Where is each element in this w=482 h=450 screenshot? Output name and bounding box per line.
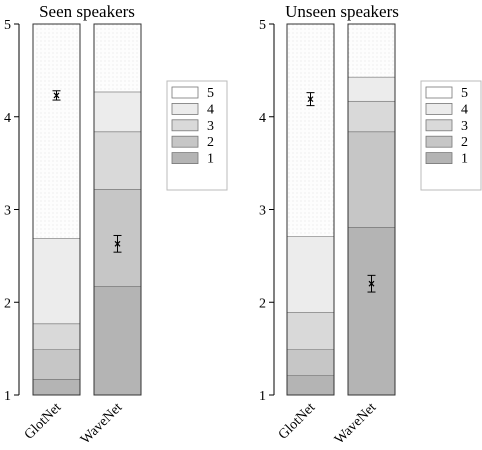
bar-segment-2-glotnet — [33, 349, 80, 380]
legend-label-3: 3 — [207, 119, 214, 134]
x-tick-label: GlotNet — [22, 400, 65, 443]
mean-marker — [307, 96, 314, 103]
y-tick-label: 2 — [4, 296, 11, 311]
legend-box — [166, 80, 228, 191]
bar-segment-3-glotnet — [287, 312, 334, 350]
legend-label-5: 5 — [461, 86, 468, 101]
bar-outline — [93, 23, 142, 396]
legend-swatch-5 — [425, 86, 453, 99]
x-tick-label: WaveNet — [78, 400, 125, 447]
bar-segment-1-wavenet — [348, 227, 395, 395]
legend-swatch-5 — [171, 86, 199, 99]
y-tick-label: 3 — [4, 204, 11, 219]
bar-segment-1-glotnet — [33, 379, 80, 395]
legend-box — [420, 80, 482, 191]
chart-title: Seen speakers — [39, 2, 135, 21]
x-tick-label: WaveNet — [332, 400, 379, 447]
y-tick-label: 5 — [4, 18, 11, 33]
y-tick-label: 1 — [4, 389, 11, 404]
legend-swatch-4 — [171, 103, 199, 115]
bar-outline — [286, 23, 335, 396]
legend-swatch-1 — [171, 152, 199, 165]
bar-segment-3-wavenet — [94, 131, 141, 190]
legend-label-3: 3 — [461, 119, 468, 134]
bar-outline — [32, 23, 81, 396]
legend-swatch-3 — [171, 119, 199, 132]
legend-label-4: 4 — [207, 102, 214, 117]
bar-segment-2-glotnet — [287, 349, 334, 376]
bar-segment-4-wavenet — [94, 91, 141, 132]
bar-segment-1-wavenet — [94, 286, 141, 395]
bar-segment-1-glotnet — [287, 375, 334, 395]
legend-swatch-2 — [171, 135, 199, 148]
mean-marker — [368, 280, 375, 287]
y-tick-label: 1 — [259, 389, 266, 404]
legend-swatch-3 — [425, 119, 453, 132]
y-tick-label: 4 — [4, 111, 11, 126]
legend-swatch-4 — [425, 103, 453, 115]
legend-label-2: 2 — [207, 135, 214, 150]
y-tick-label: 2 — [259, 296, 266, 311]
bar-segment-5-wavenet — [94, 24, 141, 92]
y-tick-label: 4 — [259, 111, 266, 126]
legend-label-5: 5 — [207, 86, 214, 101]
bar-segment-5-glotnet — [287, 24, 334, 237]
mean-marker — [114, 240, 121, 247]
bar-segment-4-glotnet — [287, 236, 334, 313]
y-tick-label: 5 — [259, 18, 266, 33]
bar-segment-3-glotnet — [33, 323, 80, 350]
legend-swatch-2 — [425, 135, 453, 148]
bar-outline — [347, 23, 396, 396]
y-tick-label: 3 — [259, 204, 266, 219]
bar-segment-2-wavenet — [348, 131, 395, 228]
legend-swatch-1 — [425, 152, 453, 165]
x-tick-label: GlotNet — [276, 400, 319, 443]
legend-label-1: 1 — [461, 152, 468, 167]
bar-segment-4-wavenet — [348, 76, 395, 101]
legend-label-4: 4 — [461, 102, 468, 117]
legend-label-1: 1 — [207, 152, 214, 167]
legend-label-2: 2 — [461, 135, 468, 150]
bar-segment-3-wavenet — [348, 100, 395, 132]
bar-segment-5-wavenet — [348, 24, 395, 77]
bar-segment-5-glotnet — [33, 24, 80, 239]
chart-title: Unseen speakers — [285, 2, 399, 21]
bar-segment-4-glotnet — [33, 238, 80, 324]
mean-marker — [53, 92, 60, 99]
